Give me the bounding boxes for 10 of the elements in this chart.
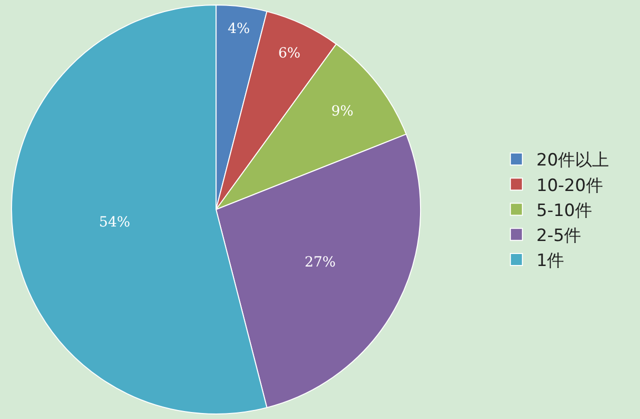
data-label: 27% — [304, 254, 336, 271]
legend-label: 5-10件 — [536, 200, 592, 221]
legend-label: 10-20件 — [536, 176, 603, 196]
legend-label: 20件以上 — [536, 150, 610, 171]
data-label: 54% — [99, 214, 130, 230]
legend-label: 2-5件 — [536, 226, 582, 246]
data-label: 6% — [278, 46, 300, 62]
legend-label: 1件 — [536, 251, 564, 272]
data-label: 9% — [331, 104, 354, 120]
data-label: 4% — [228, 21, 250, 38]
